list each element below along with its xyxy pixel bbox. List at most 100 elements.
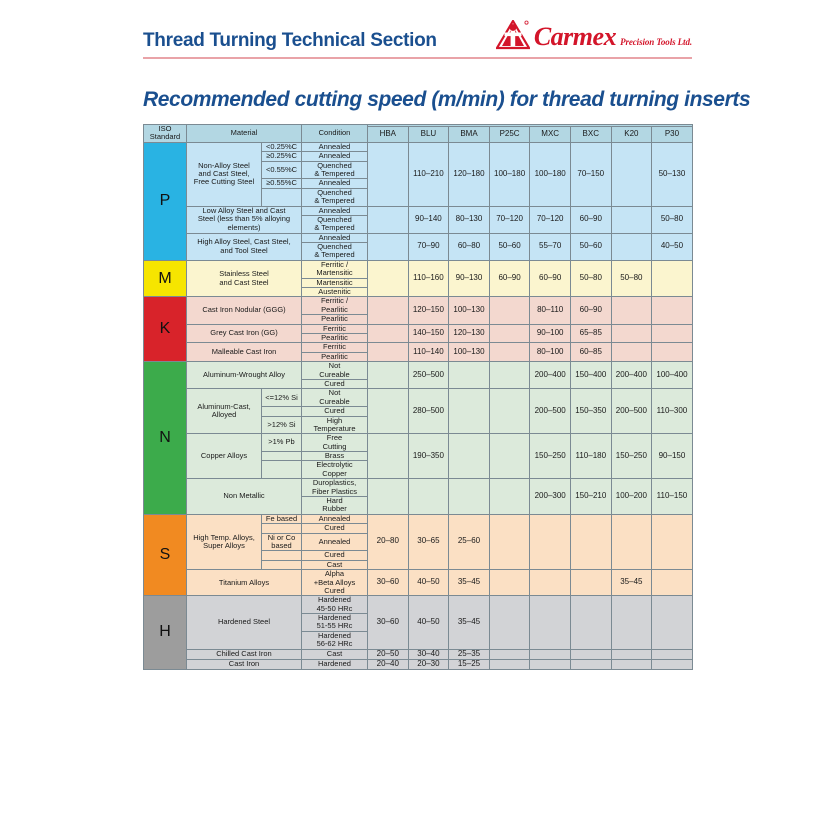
speed-value-blu [407,478,450,515]
condition-line1: Not [328,388,341,398]
speed-value-mxc: 150–250 [529,433,571,480]
speed-value-blu: 90–140 [407,205,450,234]
iso-group-cell-h: H [143,595,187,670]
speed-value-blu: 30–40 [407,648,450,660]
speed-value-p25c: 100–180 [488,141,531,207]
speed-value-hba: 30–60 [367,569,409,597]
condition-cell: Cured [301,378,368,390]
speed-value-bma: 60–80 [448,232,490,261]
col-header-grade-p30: P30 [651,125,693,143]
speed-value-p30 [651,648,693,660]
condition-line2: & Tempered [314,250,355,260]
speed-value-hba [367,259,409,298]
speed-value-hba: 20–50 [367,648,409,660]
condition-line3: Cured [324,585,345,595]
speed-value-bxc: 50–60 [569,232,612,261]
speed-value-p25c [488,569,531,597]
speed-value-mxc: 90–100 [529,323,571,344]
table-row: Austenitic [144,287,693,298]
speed-value-p25c: 70–120 [488,205,531,234]
table-row: Pearlitic [144,351,693,363]
speed-value-blu: 70–90 [407,232,450,261]
speed-value-bma: 15–25 [448,658,490,670]
col-header-material: Material [186,124,302,143]
speed-value-blu: 40–50 [407,595,450,650]
speed-value-bxc: 150–350 [569,388,612,435]
material-name-line1: Cast Iron [228,659,260,668]
condition-cell: Annealed [301,151,368,162]
speed-value-hba [367,141,409,207]
condition-line2: Pearlitic [321,304,348,314]
speed-value-bma [448,361,490,390]
condition-cell: Quenched & Tempered [301,160,368,180]
speed-value-p25c [488,296,531,325]
speed-value-k20 [610,595,653,650]
speed-value-k20 [610,141,653,207]
speed-value-mxc [529,595,571,650]
table-body: P Non-Alloy Steel and Cast Steel, Free Cutt… [143,141,693,670]
iso-standard-line1: ISO [158,124,172,133]
speed-value-k20: 35–45 [610,569,653,597]
speed-value-k20 [610,648,653,660]
table-row: Hard Rubber [144,496,693,515]
condition-line2: 51-55 HRc [316,621,353,631]
cutting-speed-table-wrap: ISO Standard Material Condition HBA BLU … [143,124,693,670]
condition-cell: Annealed [301,532,368,552]
speed-value-p30 [651,569,693,597]
material-name-cell: Grey Cast Iron (GG) [186,323,302,344]
speed-value-bma: 100–130 [448,296,490,325]
table-row: Hardened 56-62 HRc [144,630,693,650]
speed-value-p30 [651,323,693,344]
speed-value-p25c [488,342,531,363]
speed-value-p30: 100–400 [651,361,693,390]
material-subcondition-line1: Ni or Co [267,533,296,542]
material-subcondition-cell [261,187,302,207]
table-row: High Alloy Steel, Cast Steel, and Tool St… [144,232,693,261]
condition-cell: Cured [301,550,368,561]
speed-value-blu: 30–65 [407,513,450,571]
material-subcondition-cell: <0.55%C [261,160,302,180]
material-subcondition-cell: >1% Pb [261,433,302,453]
condition-line1: Not [328,361,341,371]
condition-line1: Electrolytic [316,460,353,470]
material-name-cell: Titanium Alloys [186,569,302,597]
speed-value-mxc [529,648,571,660]
condition-line2: & Tempered [314,196,355,206]
table-row: >12% Si High Temperature [144,415,693,435]
speed-value-k20: 200–400 [610,361,653,390]
speed-value-mxc: 200–400 [529,361,571,390]
speed-value-bxc [569,569,612,597]
speed-value-hba [367,433,409,480]
material-name-line1: Aluminum-Cast, [197,401,251,411]
speed-value-blu: 120–150 [407,296,450,325]
header-divider [143,57,692,59]
table-row: Cast [144,559,693,571]
material-name-cell: High Temp. Alloys, Super Alloys [186,513,262,571]
iso-group-cell-k: K [143,296,187,363]
material-name-line1: High Alloy Steel, Cast Steel, [197,237,291,247]
condition-cell: Hardened 45-50 HRc [301,595,368,615]
condition-cell: Hard Rubber [301,496,368,515]
table-row: Pearlitic [144,332,693,344]
table-row: Quenched & Tempered [144,214,693,234]
col-header-grade-hba: HBA [367,125,409,143]
condition-cell: Duroplastics, Fiber Plastics [301,478,368,498]
speed-value-bma: 35–45 [448,569,490,597]
material-subcondition-cell [261,460,302,480]
speed-value-mxc [529,513,571,571]
speed-value-k20: 150–250 [610,433,653,480]
speed-value-hba [367,361,409,390]
speed-value-p30: 90–150 [651,433,693,480]
condition-cell: Annealed [301,232,368,244]
speed-value-bxc: 150–210 [569,478,612,515]
speed-value-k20 [610,323,653,344]
material-name-cell: High Alloy Steel, Cast Steel, and Tool St… [186,232,302,261]
material-name-line1: Malleable Cast Iron [211,347,277,357]
condition-line2: 56-62 HRc [316,639,353,649]
speed-value-p25c [488,513,531,571]
speed-value-p25c [488,388,531,435]
speed-value-hba [367,323,409,344]
speed-value-hba: 30–60 [367,595,409,650]
condition-cell: Annealed [301,205,368,216]
speed-value-bma: 100–130 [448,342,490,363]
